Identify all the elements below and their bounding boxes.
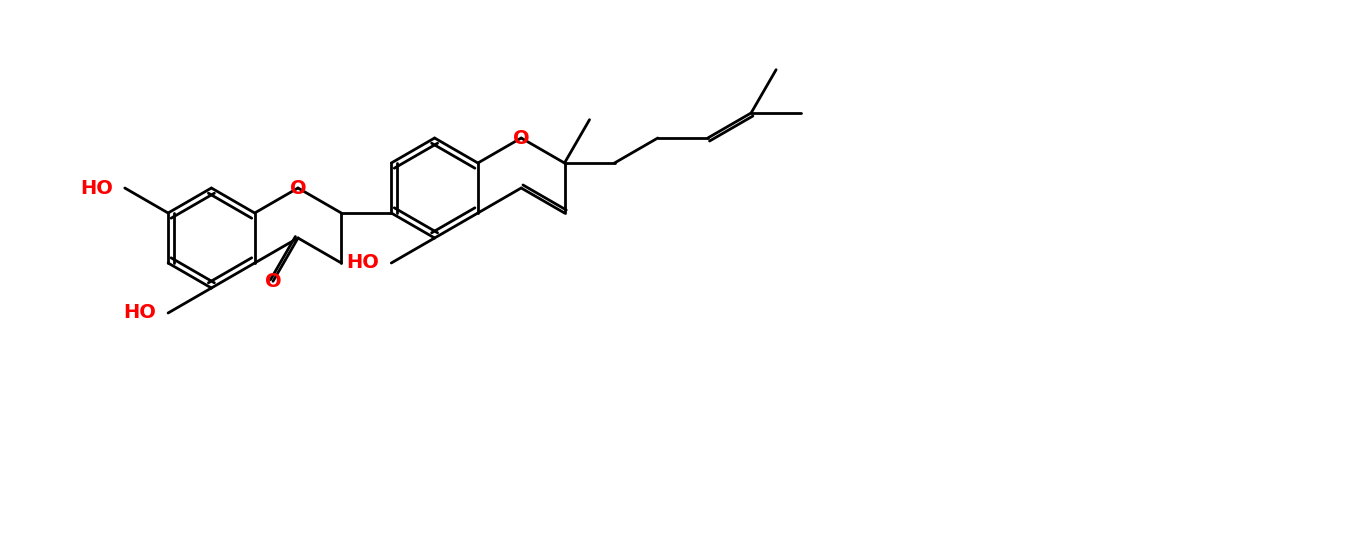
Text: HO: HO [123,304,156,323]
Text: HO: HO [347,253,380,272]
Text: O: O [512,129,530,148]
Text: O: O [265,272,281,291]
Text: O: O [290,178,306,197]
Text: HO: HO [81,178,113,197]
